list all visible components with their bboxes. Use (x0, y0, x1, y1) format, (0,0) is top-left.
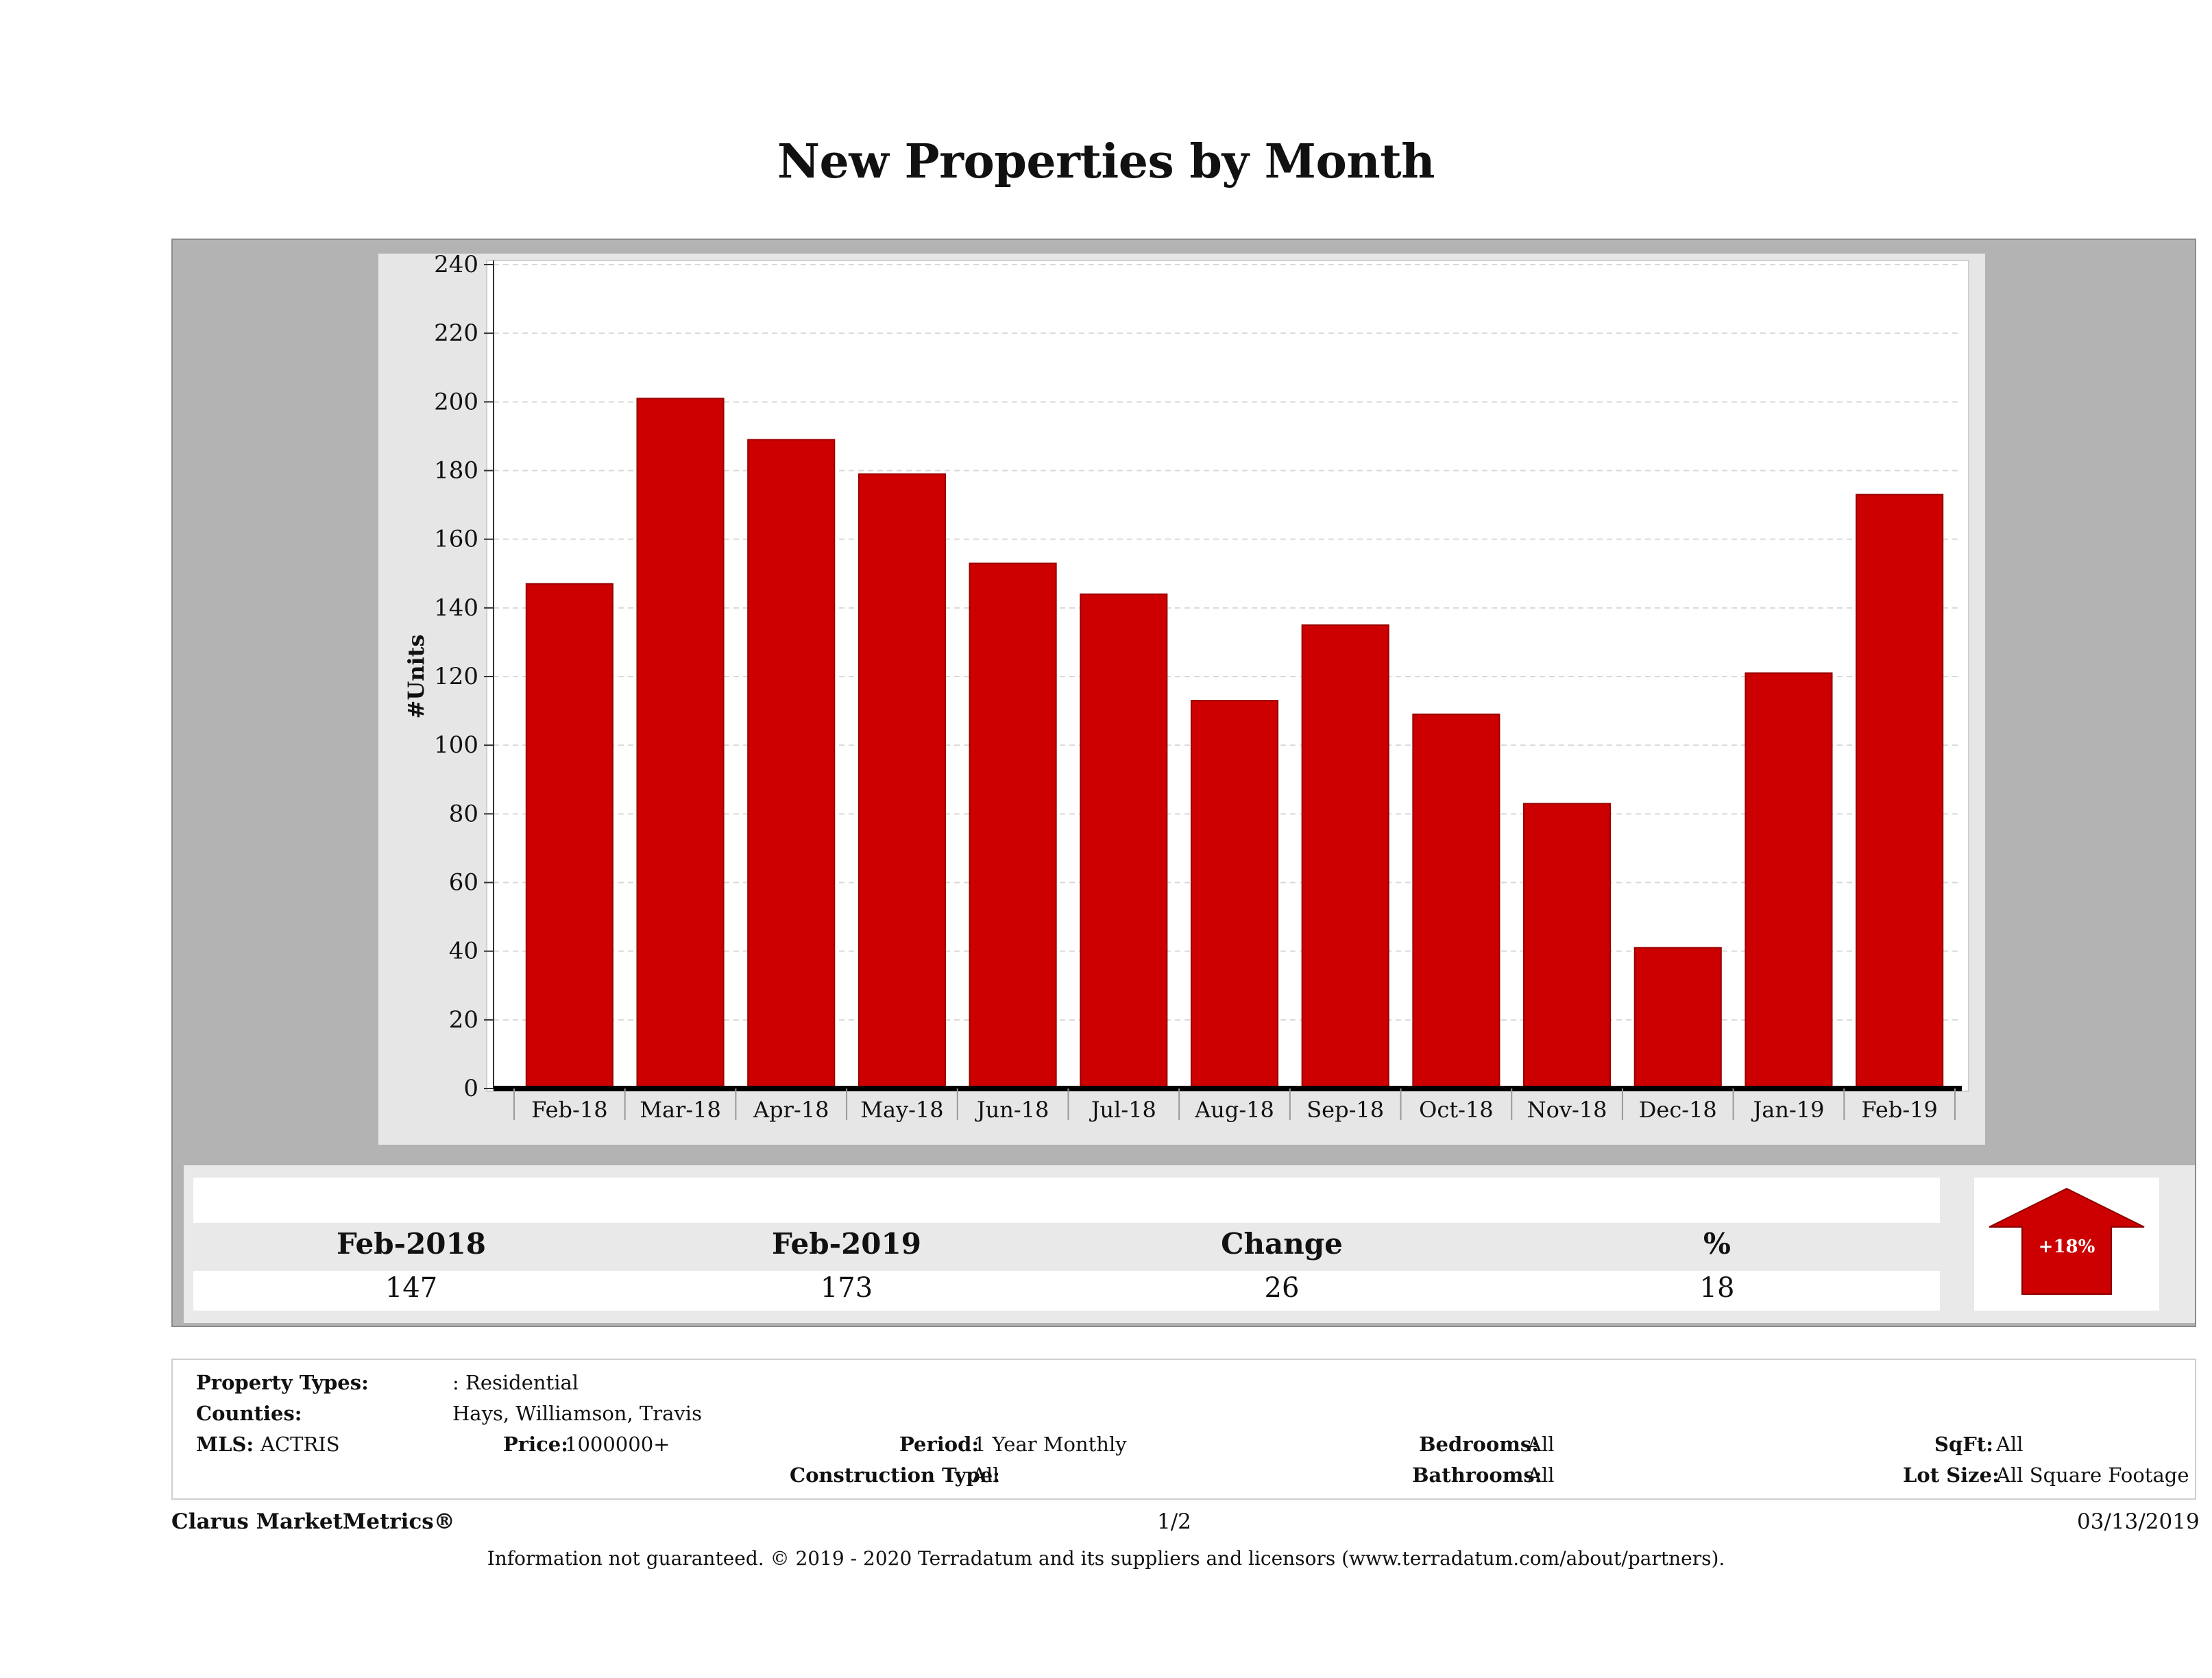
y-tick-label: 180 (434, 457, 478, 485)
y-tick-label: 120 (434, 663, 478, 690)
sqft-value: All (1996, 1433, 2023, 1456)
y-tick-label: 240 (434, 254, 478, 278)
arrow-percent-label: +18% (2039, 1237, 2095, 1257)
property-types-label: Property Types: (196, 1371, 369, 1394)
construction-type-value: All (972, 1463, 999, 1487)
lot-size-label: Lot Size: (1903, 1463, 2000, 1487)
bar-feb-19 (1856, 494, 1944, 1089)
footer-disclaimer: Information not guaranteed. © 2019 - 202… (487, 1547, 1725, 1570)
y-tick-label: 100 (434, 731, 478, 759)
construction-type-label: Construction Type: (790, 1463, 1000, 1487)
y-tick-label: 80 (449, 800, 478, 827)
page-title: New Properties by Month (777, 134, 1435, 189)
x-tick-label: Feb-19 (1861, 1097, 1937, 1123)
period-value: 1 Year Monthly (973, 1433, 1127, 1456)
bar-sep-18 (1301, 624, 1389, 1089)
up-arrow-icon: +18% (1989, 1187, 2145, 1295)
counties-label: Counties: (196, 1402, 302, 1425)
price-value: 1000000+ (565, 1433, 670, 1456)
footer-date: 03/13/2019 (2077, 1509, 2200, 1534)
bar-may-18 (858, 473, 946, 1089)
bar-jul-18 (1080, 593, 1168, 1089)
x-tick-label: Sep-18 (1306, 1097, 1384, 1123)
change-arrow-box: +18% (1974, 1178, 2159, 1311)
property-types-value: : Residential (452, 1371, 579, 1394)
x-tick-label: Apr-18 (753, 1097, 829, 1123)
summary-value-row (193, 1271, 1940, 1311)
bar-nov-18 (1523, 803, 1612, 1090)
bar-jun-18 (969, 562, 1057, 1090)
bar-chart: 0 20 40 60 80 100 120 140 160 180 200 220 240 #Units F… (403, 254, 1969, 1123)
summary-col4-value: 18 (1699, 1272, 1735, 1304)
bar-oct-18 (1412, 714, 1500, 1089)
counties-value: Hays, Williamson, Travis (452, 1402, 702, 1425)
bar-mar-18 (636, 398, 725, 1089)
footer-brand: Clarus MarketMetrics® (171, 1509, 455, 1534)
bar-dec-18 (1633, 947, 1722, 1089)
bar-jan-19 (1745, 672, 1833, 1089)
summary-col2-head: Feb-2019 (772, 1227, 921, 1261)
y-tick-label: 0 (463, 1075, 478, 1102)
bar-aug-18 (1190, 700, 1279, 1089)
lot-size-value: All Square Footage (1996, 1463, 2189, 1487)
y-tick-label: 200 (434, 388, 478, 415)
y-tick-label: 20 (449, 1006, 478, 1034)
x-tick-label: Dec-18 (1639, 1097, 1717, 1123)
x-tick-label: May-18 (860, 1097, 943, 1123)
y-tick-label: 60 (449, 869, 478, 897)
x-tick-label: Jul-18 (1089, 1097, 1156, 1123)
y-tick-label: 220 (434, 319, 478, 347)
x-tick-label: Oct-18 (1419, 1097, 1494, 1123)
mls-label: MLS: (196, 1433, 254, 1456)
filters-panel (171, 1359, 2196, 1500)
summary-header-row (193, 1223, 1940, 1271)
bar-apr-18 (747, 439, 836, 1089)
price-label: Price: (503, 1433, 568, 1456)
sqft-label: SqFt: (1934, 1433, 1993, 1456)
x-tick-label: Feb-18 (531, 1097, 607, 1123)
summary-blank-row (193, 1178, 1940, 1223)
summary-col1-head: Feb-2018 (337, 1227, 486, 1261)
period-label: Period: (899, 1433, 980, 1456)
y-tick-label: 40 (449, 938, 478, 965)
summary-col2-value: 173 (820, 1272, 873, 1304)
bar-feb-18 (525, 583, 613, 1089)
summary-col3-head: Change (1221, 1227, 1343, 1261)
y-tick-label: 160 (434, 526, 478, 553)
x-tick-label: Nov-18 (1527, 1097, 1607, 1123)
bathrooms-value: All (1527, 1463, 1555, 1487)
x-tick-label: Jun-18 (975, 1097, 1049, 1123)
x-tick-label: Jan-19 (1751, 1097, 1824, 1123)
mls-value: ACTRIS (260, 1433, 340, 1456)
x-tick-label: Mar-18 (640, 1097, 721, 1123)
x-tick-label: Aug-18 (1194, 1097, 1274, 1123)
bedrooms-value: All (1527, 1433, 1555, 1456)
summary-col4-head: % (1703, 1227, 1731, 1261)
summary-col1-value: 147 (385, 1272, 438, 1304)
summary-col3-value: 26 (1264, 1272, 1300, 1304)
bedrooms-label: Bedrooms: (1419, 1433, 1539, 1456)
bathrooms-label: Bathrooms: (1412, 1463, 1542, 1487)
y-tick-label: 140 (434, 594, 478, 622)
y-axis-title: #Units (403, 635, 429, 719)
footer-page-number: 1/2 (1157, 1509, 1191, 1534)
